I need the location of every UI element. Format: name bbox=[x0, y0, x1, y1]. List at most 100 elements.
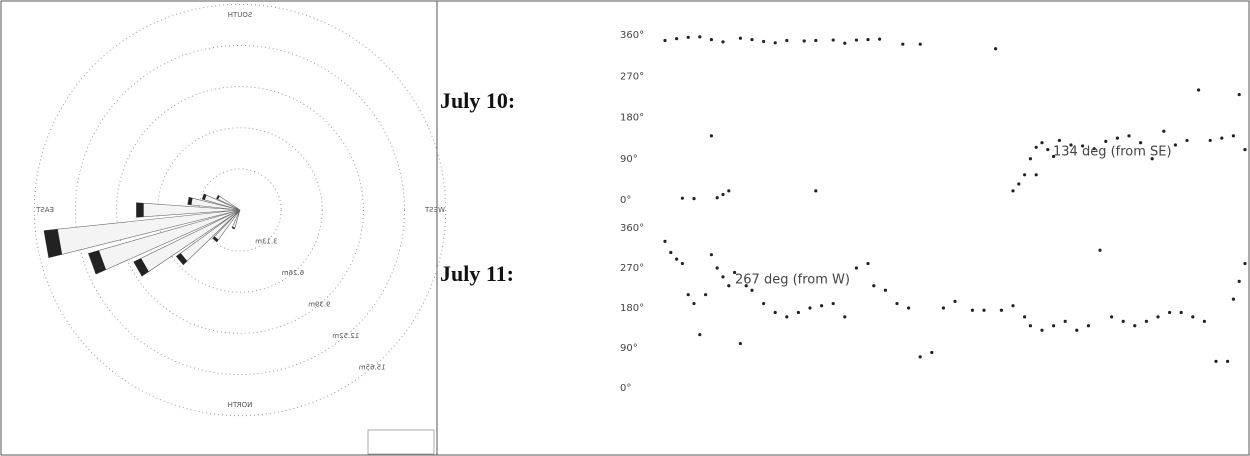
wind-bar-cap bbox=[136, 202, 144, 218]
point bbox=[1191, 315, 1195, 319]
point bbox=[721, 40, 725, 44]
point bbox=[727, 284, 731, 288]
point bbox=[1162, 129, 1166, 133]
point bbox=[854, 266, 859, 270]
point bbox=[854, 38, 859, 42]
wind-bar bbox=[201, 193, 241, 211]
point bbox=[814, 38, 818, 43]
point bbox=[692, 301, 696, 306]
point bbox=[1011, 304, 1015, 308]
point bbox=[1202, 319, 1206, 323]
point bbox=[1243, 147, 1247, 152]
ring-label: 12.52m bbox=[332, 332, 359, 340]
point bbox=[1057, 138, 1061, 143]
point bbox=[918, 355, 922, 359]
ring-label: 9.39m bbox=[308, 301, 331, 309]
y-tick-label: 90° bbox=[620, 343, 638, 354]
point bbox=[1023, 315, 1027, 319]
y-tick-label: 360° bbox=[620, 223, 644, 234]
y-tick-label: 270° bbox=[620, 263, 644, 274]
wind-bar-cap bbox=[88, 250, 107, 275]
point bbox=[1150, 157, 1154, 161]
point bbox=[872, 284, 876, 288]
point bbox=[680, 196, 685, 200]
point bbox=[1139, 141, 1143, 145]
point bbox=[1069, 143, 1073, 147]
point bbox=[953, 299, 957, 303]
ring bbox=[33, 3, 447, 417]
point bbox=[796, 310, 801, 315]
point bbox=[738, 36, 743, 40]
y-tick-label: 0° bbox=[620, 383, 631, 394]
point bbox=[1052, 324, 1056, 328]
point bbox=[1127, 134, 1131, 138]
ring bbox=[157, 127, 323, 293]
ring bbox=[74, 44, 406, 376]
point bbox=[982, 308, 986, 312]
point bbox=[744, 284, 748, 288]
ring-label: 3.13m bbox=[255, 238, 278, 246]
point bbox=[1081, 144, 1085, 148]
point bbox=[1144, 319, 1148, 323]
point bbox=[999, 308, 1004, 312]
point bbox=[1226, 359, 1230, 363]
point bbox=[941, 306, 946, 310]
point bbox=[1098, 248, 1102, 252]
wind-bar-cap bbox=[187, 197, 193, 205]
point bbox=[831, 301, 835, 306]
point bbox=[709, 134, 714, 138]
wind-bar bbox=[212, 209, 241, 243]
point bbox=[715, 196, 719, 200]
point bbox=[814, 189, 818, 193]
point bbox=[1237, 92, 1241, 97]
point bbox=[750, 37, 754, 42]
point bbox=[930, 350, 934, 355]
compass-label: WEST bbox=[424, 206, 445, 214]
point bbox=[727, 189, 731, 193]
point bbox=[709, 37, 714, 42]
point bbox=[1243, 261, 1247, 266]
point bbox=[762, 39, 766, 44]
point bbox=[1185, 138, 1189, 143]
point bbox=[808, 306, 812, 310]
wind-bar-cap bbox=[133, 258, 149, 277]
point bbox=[802, 39, 806, 43]
point bbox=[762, 301, 766, 306]
compass-label: SOUTH bbox=[228, 11, 253, 19]
point bbox=[1208, 138, 1212, 143]
point bbox=[1034, 173, 1038, 177]
point bbox=[1231, 134, 1235, 138]
wind-bar-cap bbox=[202, 193, 207, 200]
point bbox=[820, 304, 824, 308]
point bbox=[773, 310, 777, 315]
point bbox=[1156, 315, 1160, 319]
point bbox=[831, 38, 835, 42]
point bbox=[883, 288, 888, 292]
point bbox=[686, 35, 690, 39]
wind-bar-cap bbox=[176, 253, 188, 265]
ring-label: 6.26m bbox=[282, 269, 305, 277]
point bbox=[750, 288, 754, 292]
point bbox=[970, 308, 975, 312]
point bbox=[675, 257, 679, 261]
point bbox=[994, 47, 998, 51]
point bbox=[1023, 173, 1027, 177]
point bbox=[1168, 310, 1172, 315]
point bbox=[1046, 147, 1050, 152]
point bbox=[1017, 182, 1021, 186]
wind-bar-cap bbox=[216, 195, 220, 200]
point bbox=[1115, 136, 1119, 140]
point bbox=[1075, 328, 1079, 332]
point bbox=[721, 275, 725, 279]
point bbox=[895, 301, 899, 306]
compass-label: EAST bbox=[35, 206, 54, 214]
point bbox=[663, 239, 667, 243]
point bbox=[698, 333, 702, 337]
point bbox=[907, 306, 911, 310]
point bbox=[1034, 145, 1038, 149]
point bbox=[1197, 88, 1201, 92]
point bbox=[669, 250, 673, 255]
point bbox=[901, 42, 905, 46]
point bbox=[680, 261, 685, 266]
